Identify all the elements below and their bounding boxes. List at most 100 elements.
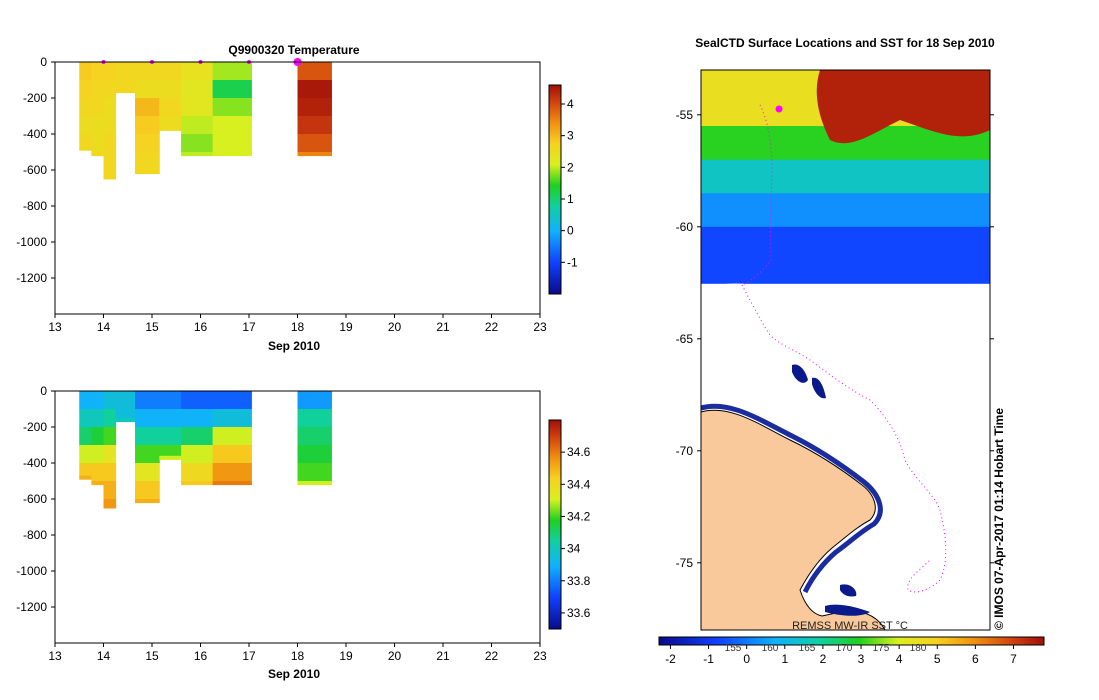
section-cell — [91, 391, 104, 410]
x-tick-label: 15 — [145, 320, 159, 334]
x-tick-label: 19 — [339, 649, 353, 663]
section-cell — [135, 134, 160, 153]
section-cell — [297, 98, 332, 117]
section-cell — [297, 116, 332, 135]
salinity-section-chart: 13 14 15 16 17 18 19 20 21 22 23 0 -200 -400 -600 -800… — [16, 384, 590, 681]
section-cell — [103, 134, 117, 153]
section-cell — [103, 80, 117, 99]
section-cell — [79, 134, 92, 148]
x-tick-label: 23 — [533, 649, 547, 663]
section-cell — [91, 445, 104, 464]
sst-colorbar-tick-label: 2 — [820, 652, 827, 666]
section-cell — [297, 80, 332, 99]
sst-colorbar-tick-label: -1 — [703, 652, 714, 666]
section-cell — [181, 463, 214, 482]
longitude-label: 175 — [873, 643, 890, 654]
section-cell — [79, 409, 92, 428]
x-tick-label: 16 — [194, 320, 208, 334]
sst-colorbar-tick-label: 5 — [934, 652, 941, 666]
antarctic-land — [700, 409, 886, 631]
salinity-x-axis: 13 14 15 16 17 18 19 20 21 22 23 — [48, 643, 547, 663]
section-cell — [297, 427, 332, 446]
seal-current-position — [775, 105, 783, 113]
section-cell — [135, 445, 160, 464]
x-tick-label: 19 — [339, 320, 353, 334]
section-cell — [212, 391, 252, 410]
y-tick-label: -600 — [23, 163, 47, 177]
salinity-x-axis-label: Sep 2010 — [268, 667, 320, 681]
section-cell — [159, 409, 182, 428]
section-cell — [103, 98, 117, 117]
sst-overlay-label: REMSS MW-IR SST °C — [792, 620, 908, 632]
section-cell — [181, 427, 214, 446]
section-cell — [297, 391, 332, 410]
colorbar-tick-label: 1 — [567, 192, 574, 206]
section-cell — [135, 427, 160, 446]
y-tick-label: -800 — [23, 199, 47, 213]
section-cell — [135, 116, 160, 135]
x-tick-label: 15 — [145, 649, 159, 663]
section-cell — [135, 80, 160, 99]
section-cell — [297, 445, 332, 464]
section-cell — [91, 481, 104, 486]
section-cell — [135, 98, 160, 117]
y-tick-label: -55 — [676, 108, 694, 122]
section-cell — [297, 409, 332, 428]
section-cell — [91, 116, 104, 135]
colorbar-tick-label: 34.6 — [567, 445, 591, 459]
sst-colorbar-tick-label: 3 — [858, 652, 865, 666]
section-cell — [135, 409, 160, 428]
section-cell — [297, 62, 332, 81]
y-tick-label: -400 — [23, 127, 47, 141]
section-cell — [181, 134, 214, 153]
section-cell — [103, 499, 117, 505]
section-cell — [181, 409, 214, 428]
longitude-label: 170 — [836, 643, 853, 654]
temperature-section-chart: Q9900320 Temperature 13 14 15 16 17 18 19 20 21 2… — [16, 43, 578, 353]
colorbar-tick-label: 34 — [567, 542, 581, 556]
y-tick-label: -600 — [23, 492, 47, 506]
x-tick-label: 14 — [97, 649, 111, 663]
section-cell — [297, 152, 332, 157]
sst-map-chart: SealCTD Surface Locations and SST for 18… — [658, 36, 1045, 666]
sst-band — [701, 193, 990, 228]
sst-colorbar-tick-label: 1 — [781, 652, 788, 666]
sst-colorbar-tick-label: -2 — [665, 652, 676, 666]
ice-patch — [812, 377, 826, 399]
section-cell — [159, 427, 182, 446]
x-tick-label: 13 — [48, 320, 62, 334]
y-tick-label: -65 — [676, 332, 694, 346]
section-cell — [181, 391, 214, 410]
section-cell — [159, 116, 182, 128]
section-cell — [79, 427, 92, 446]
section-cell — [103, 427, 117, 446]
section-cell — [79, 475, 92, 480]
colorbar-tick-label: 33.8 — [567, 574, 591, 588]
section-cell — [181, 62, 214, 81]
section-cell — [212, 409, 252, 428]
sst-colorbar-tick-label: 6 — [972, 652, 979, 666]
section-cell — [212, 62, 252, 81]
sst-band — [701, 159, 990, 195]
section-cell — [103, 116, 117, 135]
sst-colorbar-ticks: -2 -1 0 1 2 3 4 5 6 7 155 160 165 170 175 180 — [665, 643, 1017, 666]
section-cell — [79, 146, 92, 151]
section-cell — [103, 170, 117, 176]
section-cell — [212, 134, 252, 153]
x-tick-label: 21 — [436, 649, 450, 663]
sst-map-title: SealCTD Surface Locations and SST for 18… — [695, 36, 995, 50]
sst-band — [701, 226, 990, 284]
section-cell — [79, 391, 92, 410]
section-cell — [212, 463, 252, 482]
section-cell — [181, 152, 214, 157]
section-cell — [79, 80, 92, 99]
ice-shelf-edge — [700, 403, 883, 594]
section-cell — [159, 126, 182, 131]
section-cell — [159, 445, 182, 457]
section-cell — [297, 481, 332, 486]
section-cell — [212, 481, 252, 486]
x-tick-label: 18 — [291, 320, 305, 334]
y-tick-label: -400 — [23, 456, 47, 470]
section-cell — [135, 62, 160, 81]
